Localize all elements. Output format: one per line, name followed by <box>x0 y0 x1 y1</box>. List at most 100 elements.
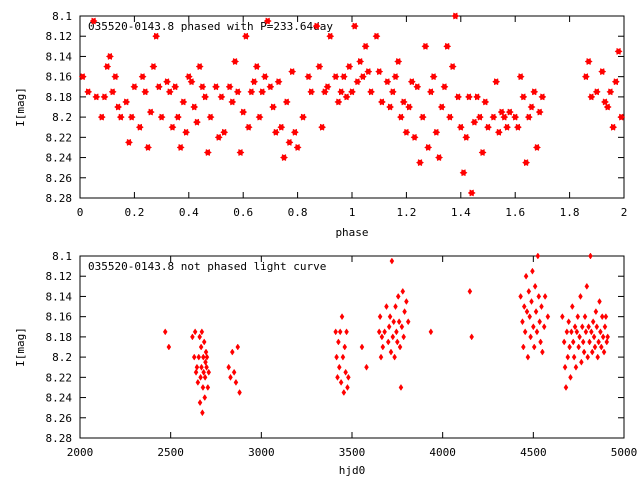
data-point <box>402 308 407 316</box>
data-point <box>541 323 547 331</box>
data-point <box>338 378 344 386</box>
data-point <box>587 93 596 101</box>
data-point <box>244 123 253 131</box>
data-point <box>162 78 172 86</box>
data-point <box>187 78 196 86</box>
plot-title: 035520-0143.8 phased with P=233.64day <box>88 20 333 33</box>
data-point <box>143 143 153 151</box>
data-point <box>393 303 398 311</box>
data-point <box>339 73 348 81</box>
data-point <box>529 298 534 305</box>
data-point <box>214 133 223 141</box>
data-point <box>89 17 98 25</box>
data-point <box>225 83 234 91</box>
data-point <box>535 108 544 116</box>
data-point <box>315 63 324 71</box>
data-point <box>377 313 383 321</box>
data-point <box>226 363 231 371</box>
data-point <box>247 88 256 96</box>
data-point <box>395 292 401 300</box>
data-point <box>537 318 542 326</box>
data-point <box>258 88 267 96</box>
data-point <box>584 57 593 66</box>
data-point <box>399 323 405 331</box>
data-point <box>211 83 221 91</box>
data-point <box>401 333 406 341</box>
data-point <box>594 323 600 331</box>
y-tick-label: 8.12 <box>46 270 73 283</box>
x-tick-label: 4000 <box>429 446 456 459</box>
data-point <box>241 32 250 40</box>
data-point <box>467 189 476 197</box>
data-point <box>201 338 207 346</box>
data-point <box>532 143 542 151</box>
data-point <box>531 323 536 331</box>
data-point <box>366 88 376 96</box>
data-point <box>92 93 101 101</box>
data-point <box>347 88 357 96</box>
data-point <box>266 83 275 91</box>
data-point <box>473 93 482 101</box>
y-tick-label: 8.22 <box>46 371 73 384</box>
data-point <box>588 252 593 260</box>
y-tick-label: 8.14 <box>46 290 73 303</box>
data-point <box>611 78 620 86</box>
data-point <box>579 323 585 331</box>
data-point <box>570 303 575 311</box>
data-point <box>459 169 468 177</box>
data-point <box>395 338 400 346</box>
data-point <box>511 113 520 121</box>
data-point <box>111 73 120 81</box>
data-point <box>578 292 583 300</box>
data-point <box>361 42 370 50</box>
data-point <box>138 73 147 81</box>
data-point <box>364 363 369 371</box>
data-point <box>386 103 395 111</box>
x-axis-title: phase <box>335 226 368 239</box>
data-point <box>152 32 161 40</box>
data-point <box>592 88 601 96</box>
data-point <box>534 328 540 336</box>
data-point <box>282 98 291 106</box>
data-point <box>358 73 367 81</box>
data-point <box>579 358 584 366</box>
data-point <box>497 108 506 116</box>
data-point <box>269 103 278 111</box>
data-point <box>312 22 321 30</box>
data-point <box>320 88 329 96</box>
data-point <box>100 93 109 101</box>
data-point <box>530 88 539 96</box>
data-point <box>584 282 590 290</box>
data-point <box>540 348 545 356</box>
data-point <box>255 113 264 121</box>
data-point <box>585 353 591 361</box>
data-point <box>505 108 514 116</box>
data-point <box>279 154 289 162</box>
data-point <box>331 73 340 81</box>
data-point <box>201 353 206 361</box>
data-point <box>346 373 351 381</box>
data-point <box>260 73 270 81</box>
phased-light-curve-plot: 0 0.2 0.4 0.6 0.8 1 1.2 1.4 1.6 1.8 2 8.1 8.12 8.14 8.… <box>14 10 627 239</box>
data-point <box>424 143 433 151</box>
data-point <box>525 353 531 361</box>
data-point <box>502 123 512 131</box>
data-point <box>191 353 197 361</box>
data-point <box>598 328 603 336</box>
data-point <box>574 328 580 336</box>
data-point <box>250 78 259 86</box>
data-point <box>467 287 473 295</box>
data-point <box>429 73 438 81</box>
data-point <box>342 93 351 101</box>
data-point <box>520 318 525 326</box>
data-point <box>569 328 574 336</box>
data-point <box>168 123 177 131</box>
data-point <box>199 363 204 371</box>
data-point <box>359 343 365 351</box>
data-point <box>470 118 479 126</box>
x-tick-label: 5000 <box>611 446 638 459</box>
plot-frame <box>79 15 625 199</box>
data-point <box>141 88 150 96</box>
data-point <box>274 78 283 86</box>
